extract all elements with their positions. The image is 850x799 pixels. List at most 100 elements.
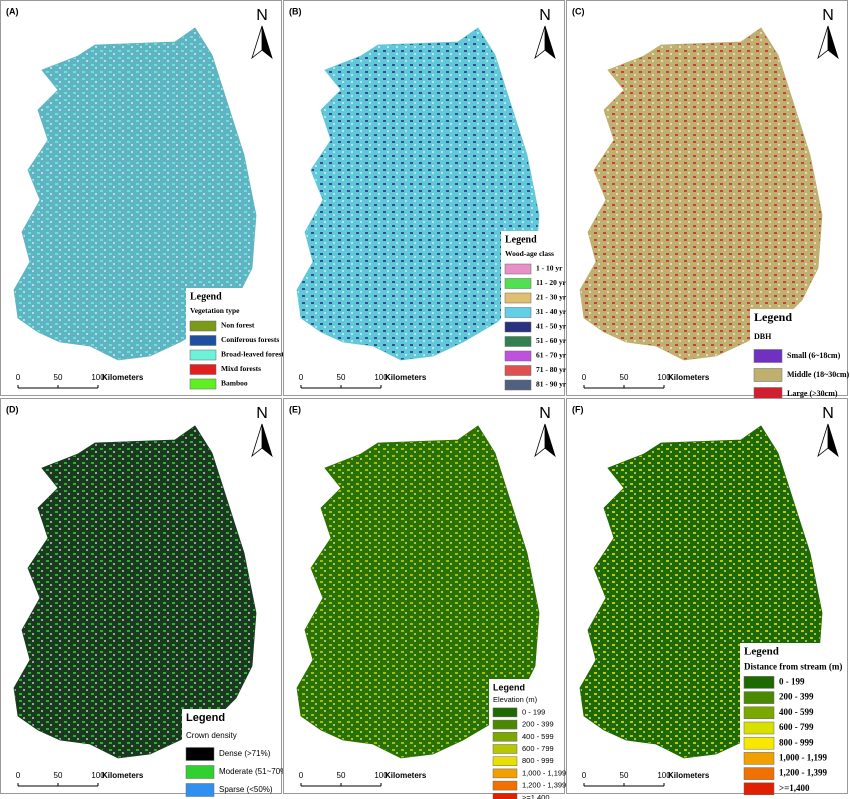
legend-label: 1 - 10 yr — [536, 264, 563, 273]
legend-label: 400 - 599 — [779, 707, 814, 717]
legend-swatch — [492, 707, 518, 718]
north-label: N — [822, 7, 834, 24]
north-arrow — [534, 25, 546, 60]
legend-label: Moderate (51~70%) — [219, 767, 290, 776]
scale-label: 0 — [16, 771, 21, 780]
scale-label: 0 — [582, 771, 587, 780]
scale-label: 0 — [299, 373, 304, 382]
legend-swatch — [743, 721, 775, 735]
legend-swatch — [743, 752, 775, 765]
legend-label: 1,200 - 1,399 — [779, 768, 827, 778]
scale-unit: Kilometers — [102, 771, 144, 780]
legend-swatch — [743, 767, 775, 780]
legend-swatch — [189, 320, 217, 332]
scale-unit: Kilometers — [102, 373, 144, 382]
legend-swatch — [189, 335, 217, 346]
scale-label: 0 — [582, 373, 587, 382]
legend-label: Sparse (<50%) — [219, 785, 273, 794]
legend-title: Legend — [493, 682, 525, 692]
legend-swatch — [189, 349, 217, 361]
north-label: N — [256, 405, 268, 422]
legend-swatch — [492, 793, 518, 799]
legend-label: Non forest — [221, 321, 255, 330]
legend-label: 200 - 399 — [779, 692, 814, 702]
scale-label: 100 — [657, 771, 671, 780]
scale-label: 100 — [657, 373, 671, 382]
legend: Legend Wood-age class 1 - 10 yr 11 - 20 yr 2… — [501, 231, 567, 395]
legend-label: 1,200 - 1,399 — [522, 781, 566, 790]
legend-label: Dense (>71%) — [219, 749, 271, 758]
legend-title: Legend — [190, 291, 222, 302]
north-label: N — [539, 7, 551, 24]
scale-label: 50 — [337, 771, 346, 780]
north-arrow — [251, 25, 263, 60]
legend-swatch — [504, 365, 532, 376]
legend-subtitle: Elevation (m) — [493, 695, 538, 704]
legend-swatch — [185, 747, 215, 761]
legend-swatch — [504, 307, 532, 318]
legend-label: Small (6~18cm) — [787, 351, 841, 360]
legend-label: 1,000 - 1,199 — [779, 752, 827, 762]
legend-label: 800 - 999 — [522, 756, 554, 765]
map-area — [13, 27, 257, 361]
legend: Legend DBH Small (6~18cm) Middle (18~30cm) L… — [750, 309, 849, 401]
legend-swatch — [492, 768, 518, 779]
legend-label: 0 - 199 — [779, 676, 805, 686]
scale-label: 0 — [299, 771, 304, 780]
legend-label: 200 - 399 — [522, 720, 554, 729]
panel-label: (C) — [572, 6, 585, 16]
scale-label: 100 — [374, 771, 388, 780]
scale-unit: Kilometers — [668, 771, 710, 780]
north-arrow — [817, 25, 829, 60]
legend-swatch — [189, 364, 217, 375]
legend: Legend Elevation (m) 0 - 199 200 - 399 400 -… — [489, 679, 566, 799]
legend-subtitle: DBH — [754, 332, 772, 341]
north-label: N — [256, 7, 268, 24]
legend-swatch — [185, 765, 215, 779]
legend-subtitle: Crown density — [186, 731, 237, 740]
scale-label: 100 — [374, 373, 388, 382]
panel-label: (F) — [572, 404, 584, 414]
north-arrow — [817, 423, 829, 458]
scale-label: 50 — [620, 373, 629, 382]
legend-swatch — [504, 292, 532, 304]
scale-label: 50 — [620, 771, 629, 780]
scale-label: 100 — [91, 373, 105, 382]
scale-label: 50 — [337, 373, 346, 382]
legend-title: Legend — [186, 712, 225, 724]
legend-label: Coniferous forests — [221, 335, 279, 344]
legend-label: 1,000 - 1,199 — [522, 768, 566, 777]
map-area — [579, 27, 823, 361]
legend-label: >=1,400 — [522, 793, 550, 799]
legend-swatch — [753, 349, 783, 363]
panel-label: (B) — [289, 6, 302, 16]
legend-swatch — [504, 336, 532, 347]
legend: Legend Distance from stream (m) 0 - 199 200… — [740, 643, 847, 796]
legend-label: 51 - 60 yr — [536, 336, 567, 345]
legend-swatch — [189, 378, 217, 390]
panel-label: (D) — [6, 404, 19, 414]
legend-label: 81 - 90 yr — [536, 380, 567, 389]
legend-label: 11 - 20 yr — [536, 278, 566, 287]
legend-label: 61 - 70 yr — [536, 351, 567, 360]
legend-swatch — [492, 732, 518, 742]
legend-title: Legend — [505, 234, 537, 245]
map-area — [296, 27, 540, 361]
legend-subtitle: Distance from stream (m) — [744, 661, 842, 671]
legend-label: 31 - 40 yr — [536, 307, 567, 316]
legend-label: Bamboo — [221, 379, 248, 388]
legend: Legend Crown density Dense (>71%) Moderate … — [182, 709, 290, 797]
scale-label: 0 — [16, 373, 21, 382]
legend-swatch — [753, 368, 783, 382]
scale-label: 100 — [91, 771, 105, 780]
legend-label: 21 - 30 yr — [536, 293, 567, 302]
